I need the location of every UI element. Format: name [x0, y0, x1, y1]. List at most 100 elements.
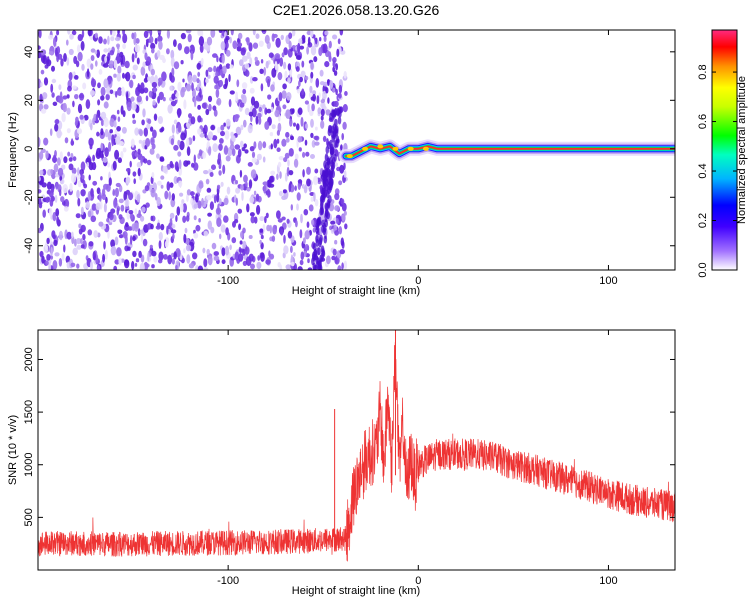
noise-blob	[307, 102, 310, 113]
noise-blob	[80, 238, 83, 245]
noise-blob	[56, 54, 59, 63]
noise-blob	[332, 60, 336, 68]
noise-blob	[67, 151, 71, 157]
noise-blob	[40, 108, 47, 114]
noise-blob	[217, 152, 221, 162]
noise-blob	[320, 115, 324, 121]
noise-blob	[281, 195, 287, 200]
noise-blob	[69, 33, 74, 40]
noise-blob	[110, 36, 115, 42]
noise-blob	[132, 250, 137, 258]
noise-blob	[276, 173, 279, 180]
noise-blob	[323, 35, 327, 43]
noise-blob	[131, 151, 136, 157]
noise-blob	[221, 259, 226, 265]
noise-blob	[247, 162, 253, 167]
noise-blob	[173, 90, 177, 95]
noise-blob	[318, 47, 323, 57]
noise-blob	[323, 81, 328, 87]
noise-blob	[61, 112, 66, 123]
noise-blob	[166, 225, 169, 235]
noise-blob	[68, 163, 74, 171]
noise-blob	[237, 208, 243, 214]
noise-blob	[75, 116, 79, 124]
noise-blob	[294, 153, 299, 160]
y-tick-label: 2000	[23, 347, 35, 371]
noise-blob	[251, 107, 257, 118]
noise-blob	[290, 204, 293, 211]
noise-blob	[117, 30, 120, 34]
noise-blob	[211, 135, 218, 141]
noise-blob	[293, 252, 296, 257]
noise-blob	[134, 151, 139, 158]
noise-blob	[75, 213, 81, 219]
noise-blob	[306, 30, 312, 36]
noise-blob	[177, 43, 182, 51]
noise-blob	[335, 217, 339, 225]
noise-blob	[198, 36, 205, 47]
noise-blob	[249, 57, 253, 66]
noise-blob	[67, 30, 71, 35]
noise-blob	[283, 61, 287, 70]
noise-blob	[149, 75, 155, 85]
noise-blob	[262, 156, 266, 163]
noise-blob	[53, 239, 58, 247]
noise-blob	[157, 180, 162, 186]
noise-blob	[82, 82, 87, 90]
noise-blob	[269, 132, 274, 137]
noise-blob	[321, 187, 326, 196]
noise-blob	[42, 209, 46, 218]
noise-blob	[278, 190, 283, 197]
noise-blob	[274, 53, 281, 60]
noise-blob	[280, 34, 284, 41]
noise-blob	[198, 149, 203, 157]
noise-blob	[244, 107, 250, 116]
noise-blob	[258, 106, 262, 113]
noise-blob	[235, 126, 242, 136]
noise-blob	[148, 90, 153, 98]
noise-blob	[72, 247, 78, 256]
noise-blob	[67, 85, 72, 92]
colorbar-label: Normalized spectral amplitude	[736, 76, 748, 224]
noise-blob	[113, 265, 118, 270]
noise-blob	[125, 176, 131, 184]
noise-blob	[287, 159, 290, 167]
noise-blob	[332, 66, 336, 73]
noise-blob	[298, 38, 303, 45]
noise-blob	[177, 109, 181, 119]
noise-blob	[193, 232, 199, 239]
noise-blob	[325, 109, 331, 116]
noise-blob	[62, 102, 67, 113]
noise-blob	[270, 143, 273, 150]
noise-blob	[192, 135, 196, 142]
noise-blob	[290, 261, 295, 267]
noise-blob	[151, 47, 155, 54]
noise-blob	[269, 224, 272, 234]
noise-blob	[116, 89, 122, 96]
noise-blob	[311, 140, 316, 148]
noise-blob	[190, 50, 194, 61]
noise-blob	[69, 182, 73, 192]
noise-blob	[300, 116, 304, 127]
noise-blob	[100, 95, 105, 101]
noise-blob	[279, 57, 284, 67]
noise-blob	[46, 181, 52, 190]
noise-blob	[290, 254, 294, 264]
noise-blob	[225, 155, 231, 162]
noise-blob	[81, 63, 85, 71]
noise-blob	[154, 37, 158, 45]
noise-blob	[337, 116, 342, 125]
noise-blob	[260, 252, 265, 262]
noise-blob	[300, 251, 305, 260]
noise-blob	[274, 60, 278, 71]
noise-blob	[87, 30, 93, 37]
noise-blob	[215, 88, 220, 99]
noise-blob	[170, 49, 175, 60]
noise-blob	[306, 46, 309, 55]
noise-blob	[252, 42, 259, 49]
noise-blob	[177, 139, 181, 146]
noise-blob	[38, 176, 41, 182]
noise-blob	[167, 104, 173, 114]
noise-blob	[169, 85, 173, 91]
noise-blob	[66, 107, 71, 115]
